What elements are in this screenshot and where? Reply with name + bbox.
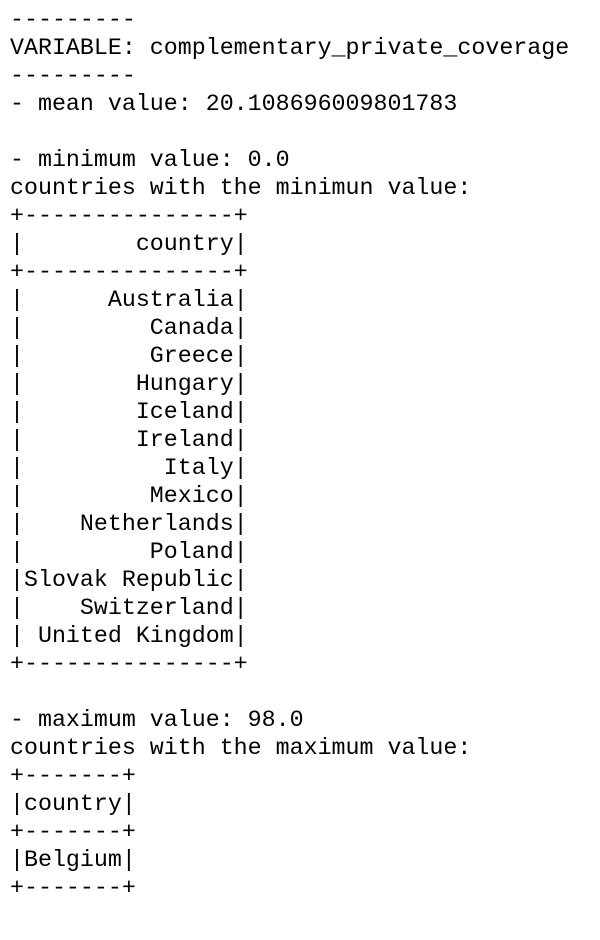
minimum-caption: countries with the minimun value:	[10, 175, 472, 201]
table-row: | Greece|	[10, 343, 248, 369]
table-border: +-------+	[10, 875, 136, 901]
table-border: +-------+	[10, 763, 136, 789]
table-row: | Iceland|	[10, 399, 248, 425]
minimum-line: - minimum value: 0.0	[10, 147, 290, 173]
table-row: |Belgium|	[10, 847, 136, 873]
table-row: | Australia|	[10, 287, 248, 313]
table-row: | Canada|	[10, 315, 248, 341]
table-border: +---------------+	[10, 203, 248, 229]
table-row: | Switzerland|	[10, 595, 248, 621]
table-row: | United Kingdom|	[10, 623, 248, 649]
table-row: | Ireland|	[10, 427, 248, 453]
maximum-caption: countries with the maximum value:	[10, 735, 472, 761]
table-header: |country|	[10, 791, 136, 817]
table-border: +---------------+	[10, 651, 248, 677]
table-border: +-------+	[10, 819, 136, 845]
table-row: | Italy|	[10, 455, 248, 481]
maximum-line: - maximum value: 98.0	[10, 707, 304, 733]
table-row: | Hungary|	[10, 371, 248, 397]
table-row: | Poland|	[10, 539, 248, 565]
table-header: | country|	[10, 231, 248, 257]
separator: ---------	[10, 7, 136, 33]
variable-line: VARIABLE: complementary_private_coverage	[10, 35, 570, 61]
separator: ---------	[10, 63, 136, 89]
table-row: | Netherlands|	[10, 511, 248, 537]
table-row: |Slovak Republic|	[10, 567, 248, 593]
mean-line: - mean value: 20.108696009801783	[10, 91, 458, 117]
table-border: +---------------+	[10, 259, 248, 285]
table-row: | Mexico|	[10, 483, 248, 509]
